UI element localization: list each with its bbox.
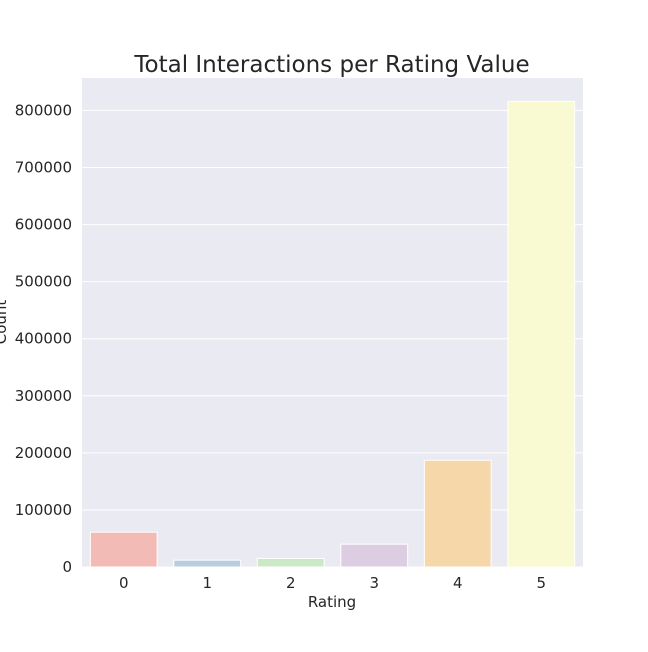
x-tick-label: 2 (286, 574, 296, 592)
y-tick-label: 700000 (15, 158, 72, 176)
y-tick-label: 200000 (15, 444, 72, 462)
bar-rating-3 (340, 543, 409, 568)
bar-rating-0 (89, 531, 158, 568)
y-tick-label: 400000 (15, 330, 72, 348)
y-tick-label: 800000 (15, 101, 72, 119)
x-tick-label: 5 (536, 574, 546, 592)
x-tick-label: 0 (119, 574, 129, 592)
bar-rating-1 (173, 559, 242, 568)
x-tick-label: 1 (202, 574, 212, 592)
x-tick-labels: 0 1 2 3 4 5 (119, 574, 546, 592)
x-tick-label: 3 (369, 574, 379, 592)
bar-rating-4 (423, 459, 492, 568)
plot-background (82, 78, 583, 567)
bar-layer (89, 100, 576, 568)
y-tick-label: 100000 (15, 501, 72, 519)
y-tick-label: 600000 (15, 216, 72, 234)
bar-rating-2 (256, 557, 325, 568)
y-tick-label: 500000 (15, 273, 72, 291)
y-tick-labels: 0 100000 200000 300000 400000 500000 600000 700… (15, 101, 72, 576)
x-tick-label: 4 (453, 574, 463, 592)
bar-rating-5 (507, 100, 576, 568)
grid-layer (82, 109, 583, 568)
x-axis-label: Rating (308, 593, 356, 611)
y-tick-label: 0 (62, 558, 72, 576)
y-axis-label: Count (0, 300, 10, 345)
y-tick-label: 300000 (15, 387, 72, 405)
chart-title: Total Interactions per Rating Value (133, 52, 529, 78)
